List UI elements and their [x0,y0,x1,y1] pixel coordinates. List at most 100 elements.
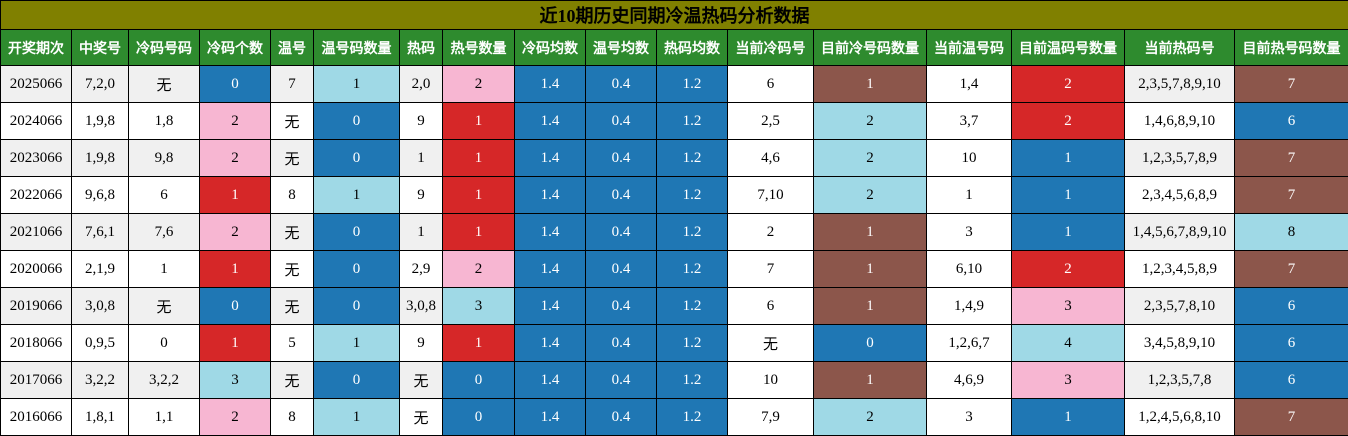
table-cell: 7,6,1 [72,214,129,251]
table-cell: 2024066 [1,103,72,140]
table-cell: 1.4 [515,399,586,436]
table-cell: 1.4 [515,103,586,140]
table-cell: 3 [443,288,515,325]
column-header: 冷码均数 [515,30,586,66]
table-cell: 1,4 [927,66,1012,103]
table-cell: 1,8 [129,103,200,140]
table-cell: 0 [314,288,400,325]
column-header: 目前冷号码数量 [814,30,927,66]
table-cell: 1 [314,325,400,362]
table-cell: 无 [728,325,814,362]
table-cell: 9,6,8 [72,177,129,214]
table-cell: 2023066 [1,140,72,177]
table-cell: 0,9,5 [72,325,129,362]
table-cell: 2017066 [1,362,72,399]
table-cell: 2 [200,399,271,436]
table-cell: 1 [200,325,271,362]
table-cell: 9 [400,325,443,362]
table-cell: 2 [1012,251,1125,288]
table-cell: 9 [400,103,443,140]
table-cell: 2018066 [1,325,72,362]
table-cell: 1.4 [515,140,586,177]
table-cell: 1.2 [657,325,728,362]
table-cell: 1 [443,140,515,177]
table-cell: 1,2,3,5,7,8 [1125,362,1235,399]
table-cell: 1 [200,177,271,214]
table-cell: 0.4 [586,325,657,362]
table-cell: 10 [927,140,1012,177]
table-title: 近10期历史同期冷温热码分析数据 [1,1,1348,30]
table-cell: 7,2,0 [72,66,129,103]
table-cell: 1 [443,103,515,140]
table-cell: 3,0,8 [72,288,129,325]
table-cell: 6 [1235,325,1348,362]
table-cell: 3 [927,399,1012,436]
table-cell: 0.4 [586,399,657,436]
table-cell: 7 [1235,399,1348,436]
column-header: 当前热码号 [1125,30,1235,66]
table-cell: 1.2 [657,251,728,288]
table-cell: 无 [400,362,443,399]
table-cell: 无 [271,103,314,140]
column-header: 中奖号 [72,30,129,66]
table-cell: 8 [271,399,314,436]
table-cell: 2021066 [1,214,72,251]
table-cell: 2 [200,103,271,140]
table-cell: 1 [1012,214,1125,251]
table-cell: 8 [271,177,314,214]
table-cell: 3 [1012,288,1125,325]
table-cell: 1 [1012,399,1125,436]
table-cell: 2 [1012,103,1125,140]
table-cell: 无 [400,399,443,436]
table-cell: 0.4 [586,66,657,103]
table-cell: 10 [728,362,814,399]
column-header: 温号均数 [586,30,657,66]
table-cell: 3,2,2 [129,362,200,399]
table-cell: 1.2 [657,399,728,436]
table-cell: 1,2,3,4,5,8,9 [1125,251,1235,288]
table-cell: 1.4 [515,214,586,251]
table-cell: 7 [1235,140,1348,177]
column-header: 热码 [400,30,443,66]
table-cell: 6 [129,177,200,214]
table-cell: 7 [271,66,314,103]
table-cell: 1 [443,214,515,251]
table-cell: 1 [443,177,515,214]
table-cell: 无 [271,251,314,288]
table-cell: 4,6 [728,140,814,177]
table-cell: 1 [400,140,443,177]
table-cell: 1.2 [657,362,728,399]
table-cell: 2 [200,140,271,177]
column-header: 热号数量 [443,30,515,66]
table-cell: 1.4 [515,66,586,103]
table-cell: 6 [728,66,814,103]
table-cell: 1 [129,251,200,288]
table-cell: 6 [1235,103,1348,140]
table-cell: 6 [728,288,814,325]
table-cell: 2,1,9 [72,251,129,288]
table-cell: 6,10 [927,251,1012,288]
table-cell: 1 [1012,177,1125,214]
table-cell: 0 [314,140,400,177]
table-cell: 2022066 [1,177,72,214]
table-cell: 3,7 [927,103,1012,140]
table-cell: 3 [1012,362,1125,399]
column-header: 目前热号码数量 [1235,30,1348,66]
table-cell: 2 [443,66,515,103]
table-cell: 0 [314,103,400,140]
table-cell: 1.4 [515,251,586,288]
column-header: 目前温码号数量 [1012,30,1125,66]
table-cell: 7,6 [129,214,200,251]
table-cell: 7 [1235,177,1348,214]
table-cell: 1 [400,214,443,251]
table-cell: 2 [200,214,271,251]
table-cell: 0 [314,251,400,288]
table-cell: 4 [1012,325,1125,362]
table-cell: 1,4,9 [927,288,1012,325]
